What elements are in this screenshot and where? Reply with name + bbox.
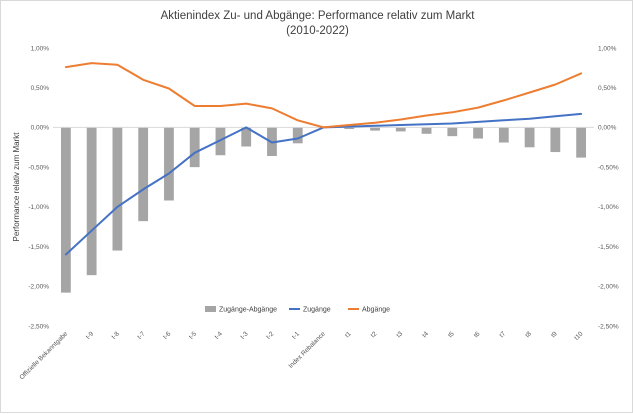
x-tick-label: t-2 — [265, 330, 276, 341]
x-tick-label: t-9 — [85, 330, 96, 341]
bar-13 — [370, 127, 380, 131]
x-tick-label: t5 — [447, 330, 456, 339]
lines-layer — [64, 62, 583, 256]
y-tick-right: 1,00% — [598, 45, 617, 52]
bar-17 — [473, 127, 483, 139]
y-tick-left: -1,50% — [28, 244, 49, 251]
x-tick-label: t-3 — [239, 330, 250, 341]
x-tick-label: t9 — [550, 330, 559, 339]
bar-16 — [447, 127, 458, 137]
x-tick-label: t2 — [370, 330, 379, 339]
y-tick-left: 0,50% — [31, 85, 50, 92]
bar-1 — [60, 127, 71, 293]
x-tick-label: t-8 — [110, 330, 121, 341]
y-tick-right: 0,00% — [598, 125, 617, 132]
y-tick-left: -0,50% — [28, 164, 49, 171]
y-tick-right: -1,00% — [598, 204, 619, 211]
y-tick-right: -1,50% — [598, 244, 619, 251]
bar-5 — [164, 127, 174, 201]
legend-swatch-1 — [205, 306, 216, 312]
x-tick-label: t3 — [395, 330, 404, 339]
x-tick-label: t-5 — [188, 330, 199, 341]
x-tick-label: t-4 — [214, 330, 225, 341]
y-axis-title: Performance relativ zum Markt — [12, 132, 21, 242]
y-tick-left: 1,00% — [31, 45, 50, 52]
bar-15 — [421, 127, 432, 134]
chart-title: Aktienindex Zu- und Abgänge: Performance… — [160, 10, 475, 22]
bars-layer — [60, 127, 587, 293]
x-tick-label: t-1 — [291, 330, 302, 341]
bar-7 — [215, 127, 226, 156]
x-tick-label: t1 — [344, 330, 353, 339]
legend-label-1: Zugänge-Abgänge — [219, 307, 277, 314]
x-axis: Offizielle Bekanntgabe t-9 t-8 t-7 t-6 t-5 t-4… — [18, 330, 584, 381]
y-tick-right: -2,50% — [598, 323, 619, 330]
x-tick-label: t-7 — [136, 330, 147, 341]
legend-label-2: Zugänge — [303, 307, 331, 314]
x-tick-label: t7 — [498, 330, 507, 339]
y-tick-left: -2,50% — [28, 323, 49, 330]
bar-21 — [576, 127, 587, 158]
x-tick-label: t4 — [421, 330, 430, 339]
bar-14 — [395, 127, 406, 132]
y-tick-left: -2,00% — [28, 284, 49, 291]
bar-2 — [86, 127, 97, 276]
bar-10 — [292, 127, 303, 144]
bar-19 — [524, 127, 535, 148]
x-tick-label: t-6 — [162, 330, 173, 341]
legend: Zugänge-Abgänge Zugänge Abgänge — [205, 306, 390, 314]
x-tick-label: t10 — [573, 330, 585, 342]
bar-6 — [189, 127, 200, 168]
y-tick-left: 0,00% — [31, 125, 50, 132]
line-series-2 — [64, 62, 583, 129]
y-tick-right: 0,50% — [598, 85, 617, 92]
bar-8 — [241, 127, 252, 147]
chart-subtitle: (2010-2022) — [286, 25, 349, 37]
y-axis-left: 1,00% 0,50% 0,00% -0,50% -1,00% -1,50% -2,00% -… — [28, 45, 49, 330]
legend-label-3: Abgänge — [362, 307, 390, 314]
bar-3 — [112, 127, 123, 251]
bar-4 — [138, 127, 149, 222]
bar-18 — [498, 127, 509, 143]
y-tick-right: -2,00% — [598, 284, 619, 291]
x-tick-label: t8 — [524, 330, 533, 339]
x-tick-label: Offizielle Bekanntgabe — [18, 330, 69, 381]
y-axis-right: 1,00% 0,50% 0,00% -0,50% -1,00% -1,50% -2,00% -… — [598, 45, 619, 330]
x-tick-label: t6 — [473, 330, 482, 339]
bar-12 — [344, 127, 355, 130]
bar-20 — [550, 127, 561, 153]
y-tick-left: -1,00% — [28, 204, 49, 211]
y-tick-right: -0,50% — [598, 164, 619, 171]
